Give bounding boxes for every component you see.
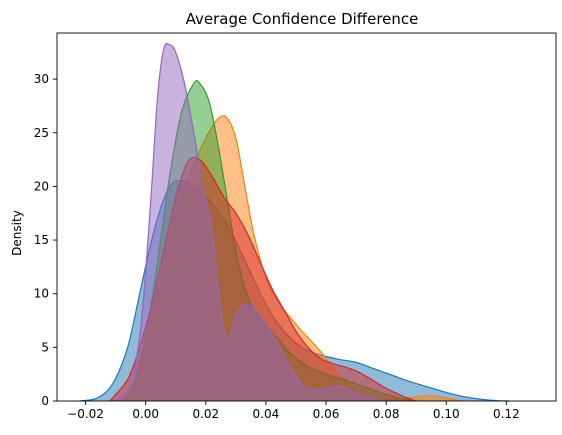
chart-title: Average Confidence Difference bbox=[186, 10, 419, 28]
x-tick-label: 0.10 bbox=[433, 407, 460, 421]
y-tick-label: 25 bbox=[34, 126, 49, 140]
x-tick-label: 0.00 bbox=[132, 407, 159, 421]
x-tick-label: 0.12 bbox=[493, 407, 520, 421]
density-area-5 bbox=[115, 43, 387, 402]
plot-area: −0.02 0.00 0.02 0.04 0.06 0.08 0.10 0.12 0 5 10 15 2… bbox=[34, 32, 557, 421]
y-tick-label: 5 bbox=[41, 340, 49, 354]
x-tick-label: 0.02 bbox=[192, 407, 219, 421]
y-tick-label: 0 bbox=[41, 394, 49, 408]
y-tick-label: 15 bbox=[34, 233, 49, 247]
density-line-5 bbox=[115, 43, 387, 402]
x-tick-label: 0.06 bbox=[313, 407, 340, 421]
plot-frame bbox=[56, 32, 557, 402]
y-tick-label: 10 bbox=[34, 287, 49, 301]
y-axis-label: Density bbox=[10, 210, 24, 256]
x-tick-label: −0.02 bbox=[67, 407, 104, 421]
x-tick-label: 0.04 bbox=[253, 407, 280, 421]
y-tick-label: 20 bbox=[34, 179, 49, 193]
y-tick-label: 30 bbox=[34, 72, 49, 86]
x-tick-label: 0.08 bbox=[373, 407, 400, 421]
